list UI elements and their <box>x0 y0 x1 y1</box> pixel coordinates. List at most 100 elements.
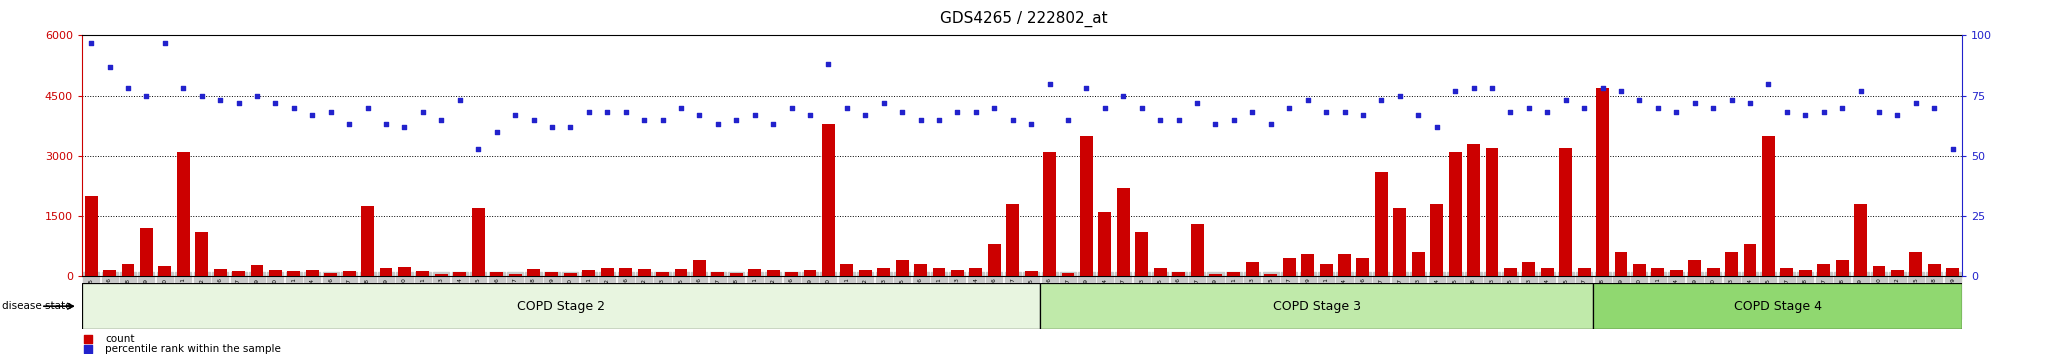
Bar <box>1245 262 1260 276</box>
Point <box>131 93 162 98</box>
Bar <box>895 260 909 276</box>
Bar <box>176 152 190 276</box>
Bar <box>766 270 780 276</box>
Point <box>922 117 954 122</box>
Point <box>1290 98 1323 103</box>
Bar <box>324 273 338 276</box>
Point <box>1622 98 1655 103</box>
Point <box>1364 98 1397 103</box>
Bar <box>102 270 117 276</box>
Bar <box>1853 204 1868 276</box>
Point <box>1032 81 1065 86</box>
Point <box>1456 86 1489 91</box>
Bar <box>1153 268 1167 276</box>
Point <box>1917 105 1950 110</box>
Bar <box>195 232 209 276</box>
Point <box>645 117 678 122</box>
Bar <box>379 268 393 276</box>
Point <box>1053 117 1085 122</box>
Text: COPD Stage 4: COPD Stage 4 <box>1735 300 1821 313</box>
Point <box>1106 93 1139 98</box>
Bar <box>1743 244 1757 276</box>
Bar <box>416 271 430 276</box>
Bar <box>287 271 301 276</box>
Bar <box>1282 258 1296 276</box>
Bar <box>489 272 504 276</box>
Point <box>848 112 881 118</box>
Bar <box>932 268 946 276</box>
Point <box>1827 105 1860 110</box>
Point <box>221 100 254 105</box>
Bar <box>655 272 670 276</box>
Bar <box>1006 204 1020 276</box>
Point <box>1530 110 1565 115</box>
Point <box>885 110 918 115</box>
Point <box>1806 110 1839 115</box>
Point <box>258 100 293 105</box>
Point <box>332 122 365 127</box>
Point <box>1253 122 1286 127</box>
Bar <box>748 269 762 276</box>
Bar <box>1135 232 1149 276</box>
Bar <box>1890 270 1905 276</box>
Bar <box>121 264 135 276</box>
Bar <box>1909 252 1923 276</box>
Point <box>977 105 1010 110</box>
Text: GDS4265 / 222802_at: GDS4265 / 222802_at <box>940 11 1108 27</box>
Point <box>1419 124 1452 130</box>
Point <box>1180 100 1212 105</box>
Bar <box>858 270 872 276</box>
Bar <box>1577 268 1591 276</box>
Point <box>1217 117 1249 122</box>
Bar <box>1098 212 1112 276</box>
Point <box>1401 112 1434 118</box>
Point <box>500 112 532 118</box>
Bar <box>1227 272 1241 276</box>
Bar <box>987 244 1001 276</box>
Bar <box>784 272 799 276</box>
Point <box>866 100 899 105</box>
Bar <box>360 206 375 276</box>
Point <box>737 112 770 118</box>
Point <box>424 117 457 122</box>
Point <box>590 110 623 115</box>
Point <box>1327 110 1360 115</box>
Bar <box>342 271 356 276</box>
Point <box>1126 105 1159 110</box>
Point <box>1511 105 1544 110</box>
Point <box>74 40 106 45</box>
Bar <box>1116 188 1130 276</box>
Point <box>664 105 696 110</box>
Point <box>1069 86 1102 91</box>
Bar <box>1042 152 1057 276</box>
Bar <box>950 270 965 276</box>
Text: count: count <box>104 334 135 344</box>
Point <box>147 40 180 45</box>
Point <box>516 117 549 122</box>
Point <box>553 124 586 130</box>
Point <box>1348 112 1380 118</box>
Point <box>442 98 475 103</box>
Bar <box>1761 136 1776 276</box>
Bar <box>1503 268 1518 276</box>
Point <box>94 64 127 69</box>
Point <box>377 298 410 303</box>
Bar <box>84 196 98 276</box>
Point <box>461 146 496 152</box>
Text: disease state: disease state <box>2 301 72 311</box>
Point <box>831 105 864 110</box>
Point <box>111 86 143 91</box>
Bar <box>729 273 743 276</box>
Bar <box>1632 264 1647 276</box>
Bar <box>471 208 485 276</box>
Point <box>1311 110 1343 115</box>
Bar <box>1171 272 1186 276</box>
Point <box>535 124 567 130</box>
Bar <box>1411 252 1425 276</box>
Point <box>793 112 825 118</box>
Bar <box>618 268 633 276</box>
Bar <box>1872 266 1886 276</box>
Point <box>1493 110 1526 115</box>
Point <box>700 122 733 127</box>
Bar <box>1798 270 1812 276</box>
